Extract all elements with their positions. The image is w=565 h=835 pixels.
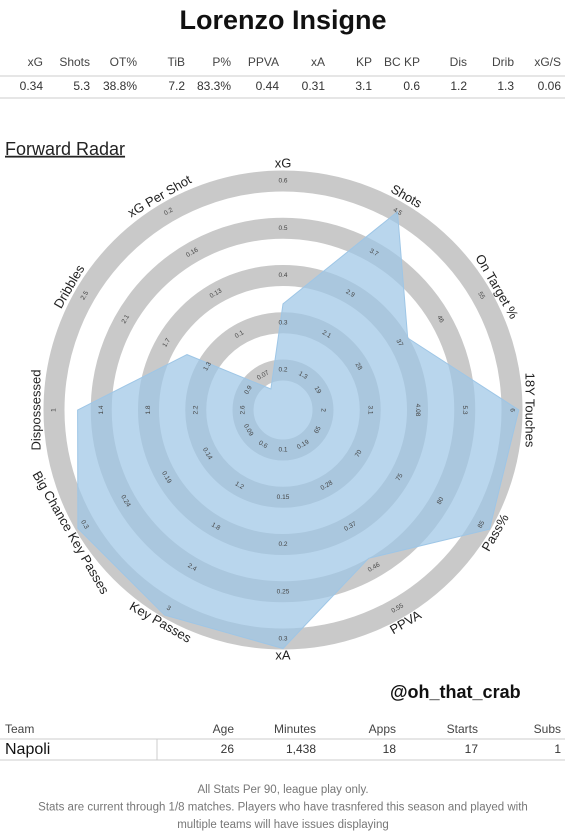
team-cell: 1,438 (286, 742, 316, 756)
ring-tick-label: 0.15 (277, 494, 290, 501)
ring-tick-label: 1.2 (234, 480, 246, 491)
stat-header: Drib (492, 55, 514, 69)
stat-header: TiB (167, 55, 185, 69)
footer-note: Stats are current through 1/8 matches. P… (38, 802, 528, 814)
ring-tick-label: 0.1 (278, 447, 287, 454)
ring-tick-label: 1.3 (297, 370, 309, 381)
team-header: Starts (447, 722, 478, 736)
stat-value: 0.6 (403, 79, 420, 93)
ring-tick-label: 1 (51, 408, 58, 412)
stat-header: Dis (450, 55, 467, 69)
ring-tick-label: 2.1 (120, 313, 131, 325)
stat-value: 83.3% (197, 79, 231, 93)
ring-tick-label: 1.7 (161, 337, 172, 349)
ring-tick-label: 0.3 (278, 636, 287, 643)
stat-value: 1.2 (450, 79, 467, 93)
ring-tick-label: 0.9 (243, 384, 254, 396)
ring-tick-label: 0.4 (278, 272, 287, 279)
ring-tick-label: 0.3 (79, 519, 90, 531)
ring-tick-label: 6 (508, 408, 515, 412)
stat-header: xG (28, 55, 43, 69)
ring-tick-label: 1.8 (145, 405, 152, 414)
ring-tick-label: 75 (395, 472, 405, 482)
ring-tick-label: 80 (436, 496, 446, 506)
ring-tick-label: 2 (319, 408, 326, 412)
radar-area (77, 210, 520, 650)
ring-tick-label: 0.5 (278, 225, 287, 232)
ring-tick-label: 3.7 (368, 247, 380, 258)
team-header: Age (213, 722, 235, 736)
team-header: Subs (534, 722, 561, 736)
stat-value: 0.31 (302, 79, 326, 93)
stat-header: P% (212, 55, 231, 69)
ring-tick-label: 2.1 (321, 329, 333, 340)
stat-header: xA (311, 55, 325, 69)
stat-header: KP (356, 55, 372, 69)
ring-tick-label: 0.3 (278, 319, 287, 326)
stat-value: 5.3 (73, 79, 90, 93)
stat-header: PPVA (248, 55, 279, 69)
stat-header: xG/S (534, 55, 561, 69)
ring-tick-label: 85 (477, 519, 487, 529)
team-cell: 1 (554, 742, 561, 756)
axis-label: xA (275, 647, 291, 662)
axis-label: Dispossessed (28, 370, 43, 451)
stat-header: Shots (59, 55, 90, 69)
team-cell: 18 (383, 742, 397, 756)
ring-tick-label: 0.25 (277, 588, 290, 595)
team-cell: 26 (221, 742, 235, 756)
ring-tick-label: 4.08 (414, 404, 421, 417)
ring-tick-label: 2.6 (240, 405, 247, 414)
ring-tick-label: 5.3 (461, 405, 468, 414)
footer-note: multiple teams will have issues displayi… (177, 819, 389, 831)
team-header: Minutes (274, 722, 316, 736)
stat-header: BC KP (384, 55, 420, 69)
ring-tick-label: 0.1 (234, 329, 246, 340)
stat-value: 7.2 (168, 79, 185, 93)
ring-tick-label: 0.2 (278, 541, 287, 548)
stat-value: 38.8% (103, 79, 137, 93)
team-cell: 17 (465, 742, 479, 756)
axis-label: xG (275, 155, 292, 170)
stat-value: 0.06 (538, 79, 562, 93)
ring-tick-label: 0.2 (278, 367, 287, 374)
footer-note: All Stats Per 90, league play only. (197, 784, 368, 796)
stat-value: 0.34 (20, 79, 44, 93)
stat-header: OT% (110, 55, 138, 69)
ring-tick-label: 2.4 (186, 562, 198, 573)
ring-tick-label: 65 (313, 425, 323, 435)
ring-tick-label: 2.5 (80, 290, 91, 302)
stat-value: 3.1 (355, 79, 372, 93)
ring-tick-label: 2.9 (344, 288, 356, 299)
ring-tick-label: 19 (313, 385, 323, 395)
ring-tick-label: 3.1 (367, 405, 374, 414)
ring-tick-label: 55 (476, 291, 486, 301)
ring-tick-label: 1.8 (210, 521, 222, 532)
ring-tick-label: 28 (354, 362, 364, 372)
team-header: Team (5, 722, 34, 736)
stat-value: 1.3 (497, 79, 514, 93)
ring-tick-label: 0.2 (163, 206, 175, 217)
ring-tick-label: 46 (435, 314, 445, 324)
ring-tick-label: 4.5 (392, 207, 404, 218)
watermark: @oh_that_crab (390, 682, 521, 702)
team-header: Apps (369, 722, 396, 736)
ring-tick-label: 1.4 (98, 405, 105, 414)
ring-tick-label: 0.6 (278, 178, 287, 185)
ring-tick-label: 0.6 (257, 440, 269, 451)
radar-title: Forward Radar (5, 139, 125, 159)
ring-tick-label: 3 (165, 605, 172, 613)
team-cell: Napoli (5, 741, 50, 758)
axis-label: 18Y Touches (523, 373, 538, 448)
ring-tick-label: 2.2 (192, 405, 199, 414)
stat-value: 0.44 (256, 79, 280, 93)
ring-tick-label: 1.3 (202, 360, 213, 372)
ring-tick-label: 70 (354, 449, 364, 459)
player-title: Lorenzo Insigne (179, 5, 386, 35)
ring-tick-label: 37 (394, 338, 404, 348)
